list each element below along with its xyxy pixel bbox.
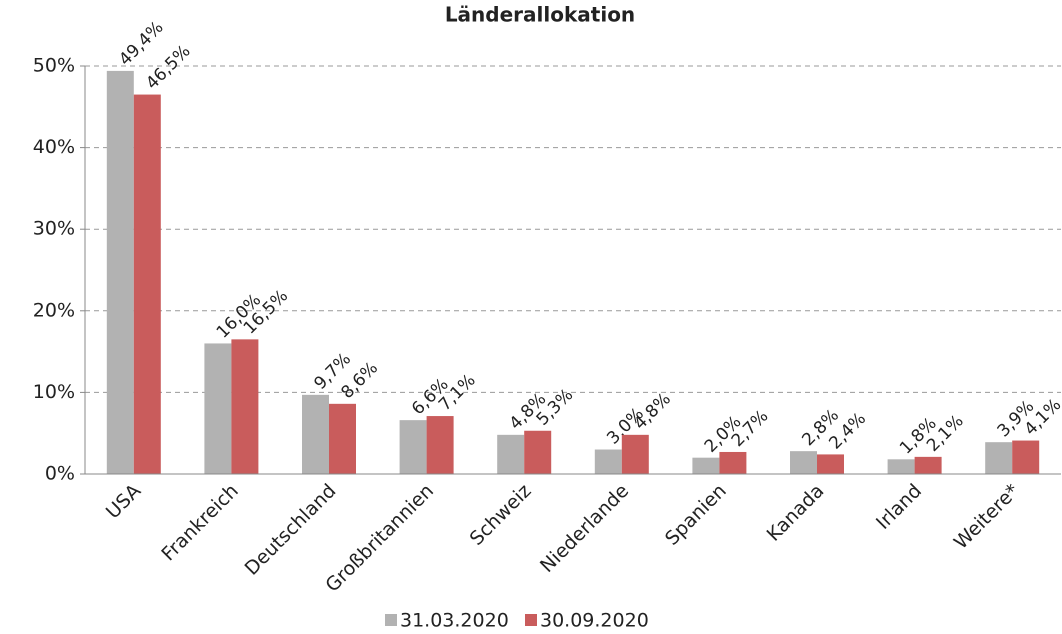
y-tick-label: 30% [33, 218, 75, 240]
legend-label: 31.03.2020 [400, 610, 509, 632]
bar [399, 420, 427, 474]
bar [204, 343, 232, 474]
bar [1012, 440, 1040, 474]
bar [106, 70, 134, 475]
x-tick-label: USA [102, 480, 145, 523]
bar [594, 449, 622, 474]
y-tick-label: 40% [33, 136, 75, 158]
bar [790, 451, 817, 474]
bar [133, 94, 161, 474]
bar [914, 456, 942, 474]
y-tick-label: 0% [45, 463, 75, 485]
legend-label: 30.09.2020 [540, 610, 649, 632]
x-tick-label: Großbritannien [321, 480, 438, 597]
bar [887, 459, 915, 474]
x-tick-label: Deutschland [241, 480, 341, 580]
chart-title: Länderallokation [445, 3, 635, 27]
bar [985, 442, 1013, 474]
legend-swatch [385, 614, 397, 626]
bar [497, 434, 525, 474]
bar [231, 339, 259, 474]
x-tick-label: Niederlande [536, 480, 633, 577]
legend-swatch [525, 614, 537, 626]
bar [426, 416, 454, 474]
bar [329, 403, 356, 474]
x-tick-label: Kanada [763, 480, 829, 546]
y-tick-label: 50% [33, 55, 75, 77]
bar [719, 451, 747, 474]
x-tick-label: Frankreich [157, 480, 242, 565]
x-tick-label: Spanien [661, 480, 731, 550]
x-tick-label: Irland [872, 480, 926, 534]
bar [817, 454, 844, 474]
bar [524, 430, 552, 474]
y-tick-label: 10% [33, 381, 75, 403]
y-tick-label: 20% [33, 299, 75, 321]
bar [302, 394, 329, 474]
x-tick-label: Schweiz [466, 480, 536, 550]
bar [692, 457, 720, 474]
x-tick-label: Weitere* [950, 480, 1024, 554]
bar [621, 434, 649, 474]
